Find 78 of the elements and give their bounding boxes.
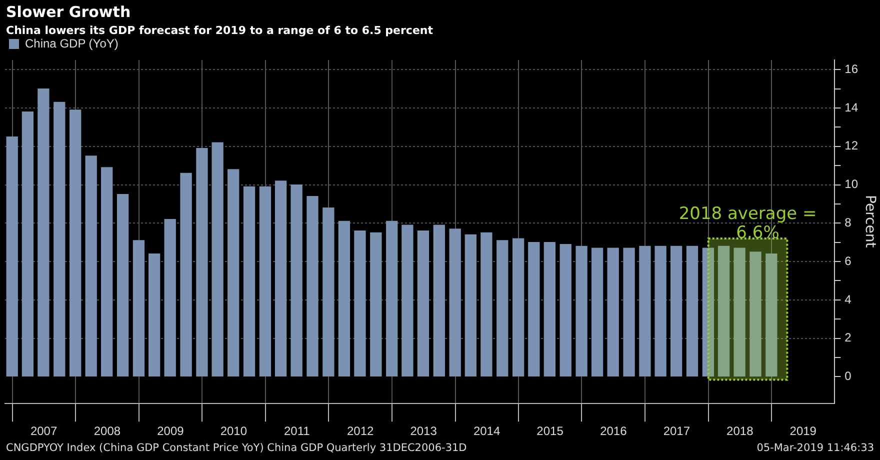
bar bbox=[354, 230, 366, 377]
bar bbox=[402, 224, 414, 377]
y-tick-label: 14 bbox=[844, 100, 858, 114]
x-tick-label: 2014 bbox=[473, 424, 500, 438]
bar bbox=[212, 142, 224, 377]
y-tick-label: 8 bbox=[844, 215, 852, 230]
bar bbox=[639, 246, 651, 377]
x-tick-label: 2013 bbox=[410, 424, 438, 438]
bar bbox=[544, 242, 556, 377]
bar bbox=[750, 252, 762, 377]
bar bbox=[417, 230, 430, 377]
bar bbox=[496, 240, 508, 377]
band-label: 2018 average = 6.6% bbox=[678, 204, 817, 243]
x-tick-label: 2009 bbox=[157, 424, 184, 438]
bar bbox=[686, 246, 698, 377]
chart-subtitle: China lowers its GDP forecast for 2019 to a range of 6 to 6.5 percent bbox=[6, 24, 434, 37]
bar bbox=[274, 180, 287, 377]
bar bbox=[654, 246, 666, 377]
bar bbox=[164, 218, 176, 377]
bar bbox=[290, 184, 302, 377]
bar bbox=[433, 224, 445, 377]
bar bbox=[528, 242, 540, 377]
bar bbox=[702, 248, 714, 377]
x-tick-label: 2008 bbox=[94, 424, 121, 438]
x-tick-label: 2010 bbox=[220, 424, 248, 438]
x-tick-label: 2019 bbox=[790, 424, 817, 438]
x-tick-label: 2017 bbox=[663, 424, 690, 438]
bar bbox=[85, 156, 97, 377]
y-tick-label: 16 bbox=[844, 62, 858, 76]
bar bbox=[338, 220, 350, 377]
x-tick-label: 2011 bbox=[284, 424, 310, 438]
y-tick-label: 2 bbox=[844, 330, 852, 345]
legend-label: China GDP (YoY) bbox=[25, 36, 118, 50]
bar bbox=[591, 248, 604, 377]
bar bbox=[101, 167, 113, 377]
bar bbox=[22, 112, 34, 377]
bar bbox=[322, 207, 334, 377]
bar bbox=[228, 169, 240, 377]
x-tick-label: 2012 bbox=[346, 424, 374, 438]
bar bbox=[38, 88, 50, 377]
y-tick-label: 4 bbox=[844, 292, 852, 306]
x-tick-label: 2015 bbox=[536, 424, 564, 438]
y-tick-label: 6 bbox=[844, 254, 852, 268]
bar bbox=[370, 232, 382, 377]
bar bbox=[116, 194, 129, 377]
y-tick-label: 12 bbox=[844, 138, 858, 153]
bar bbox=[180, 172, 192, 377]
bar bbox=[464, 234, 477, 377]
x-tick-label: 2018 bbox=[726, 424, 754, 438]
bar bbox=[734, 248, 746, 377]
y-tick-label: 0 bbox=[844, 369, 852, 384]
bar bbox=[148, 254, 160, 377]
bar bbox=[718, 246, 730, 377]
bar bbox=[386, 220, 398, 377]
bar bbox=[623, 248, 635, 377]
bar bbox=[6, 136, 18, 377]
bar bbox=[766, 254, 778, 377]
chart-title: Slower Growth bbox=[6, 3, 131, 21]
bar bbox=[243, 186, 256, 377]
y-tick-label: 10 bbox=[844, 177, 858, 192]
x-tick-label: 2016 bbox=[600, 424, 628, 438]
bar bbox=[54, 102, 66, 377]
bar bbox=[196, 148, 208, 377]
bar bbox=[670, 246, 682, 377]
x-tick-label: 2007 bbox=[30, 424, 58, 438]
bar bbox=[576, 246, 588, 377]
bar bbox=[132, 240, 145, 377]
bar bbox=[512, 238, 524, 377]
text: CNGDPYOY Index (China GDP Constant Price YoY) China GDP Quarterly 31DEC2006-31D bbox=[6, 442, 467, 454]
y-axis-title: Percent bbox=[862, 195, 878, 248]
text: 05-Mar-2019 11:46:33 bbox=[756, 442, 874, 454]
bar bbox=[259, 186, 272, 377]
bar bbox=[480, 232, 492, 377]
bar bbox=[449, 228, 461, 377]
bar bbox=[70, 110, 82, 377]
bar bbox=[306, 196, 318, 377]
bar bbox=[560, 244, 572, 377]
bar bbox=[607, 248, 619, 377]
